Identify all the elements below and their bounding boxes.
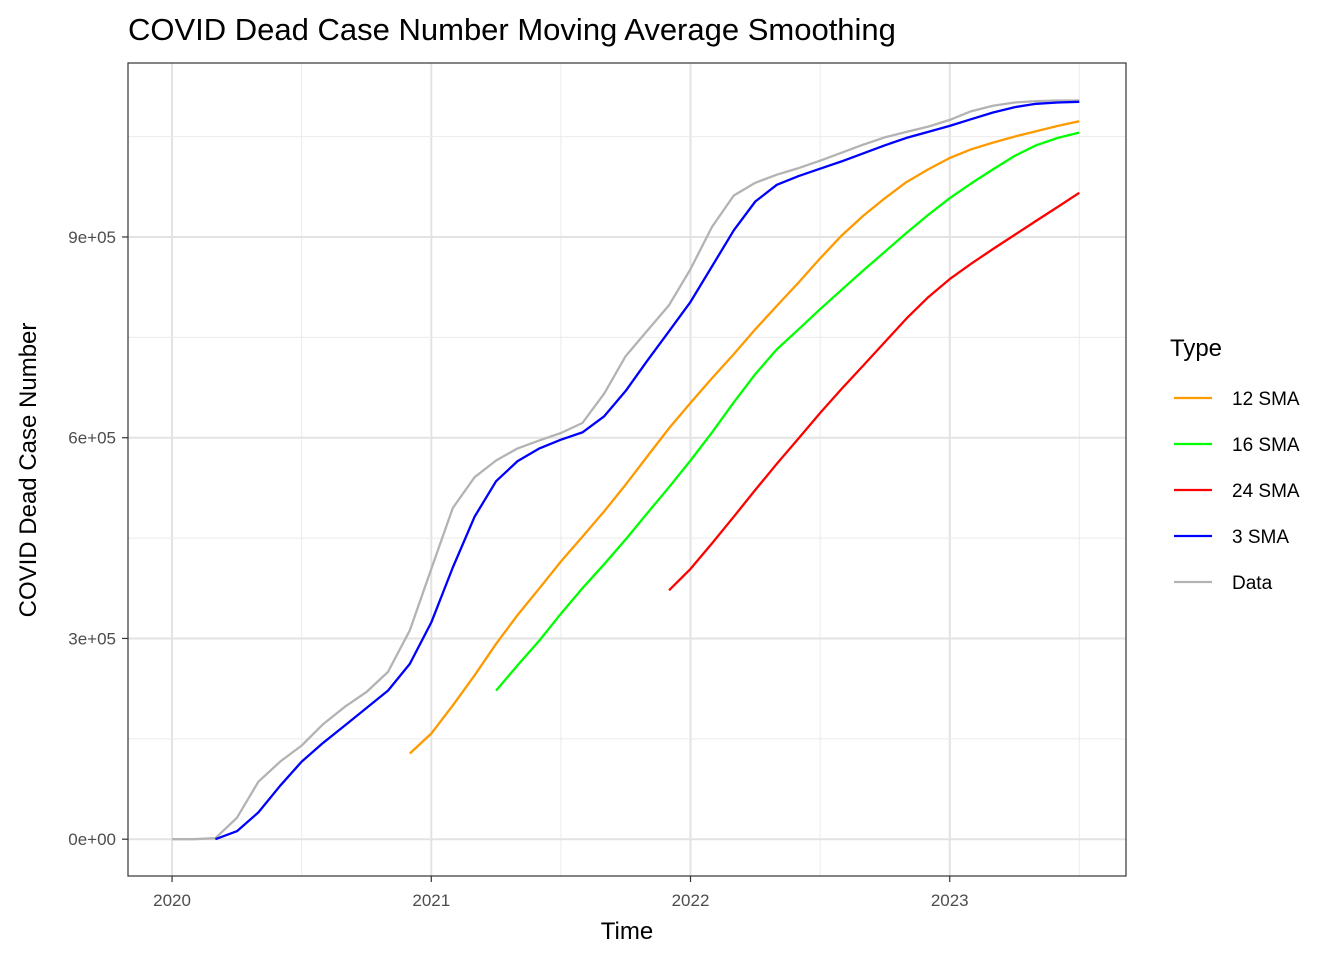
x-axis-ticks: 2020 2021 2022 2023 (153, 876, 969, 910)
series-lines (172, 99, 1080, 841)
grid-lines (128, 63, 1126, 876)
legend-item: 3 SMA (1174, 527, 1289, 548)
legend-label: 24 SMA (1232, 481, 1300, 502)
legend: 12 SMA 16 SMA 24 SMA 3 SMA Data (1174, 389, 1300, 594)
x-tick-label: 2021 (412, 891, 450, 910)
x-tick-label: 2022 (672, 891, 710, 910)
legend-label: 12 SMA (1232, 389, 1300, 410)
y-tick-label: 3e+05 (68, 629, 116, 648)
series-line-16-sma (495, 131, 1080, 692)
legend-title: Type (1170, 335, 1222, 362)
y-axis-ticks: 0e+00 3e+05 6e+05 9e+05 (68, 228, 128, 849)
x-tick-label: 2023 (931, 891, 969, 910)
y-axis-title: COVID Dead Case Number (15, 323, 42, 618)
series-line-3-sma (214, 100, 1080, 841)
legend-item: 12 SMA (1174, 389, 1300, 410)
series-line-12-sma (409, 120, 1080, 755)
legend-label: 3 SMA (1232, 527, 1289, 548)
legend-item: Data (1174, 573, 1273, 594)
legend-label: 16 SMA (1232, 435, 1300, 456)
series-line-24-sma (668, 191, 1080, 592)
y-tick-label: 6e+05 (68, 429, 116, 448)
plot-panel-border (127, 62, 1127, 877)
y-tick-label: 9e+05 (68, 228, 116, 247)
y-tick-label: 0e+00 (68, 830, 116, 849)
series-line-data (172, 99, 1080, 841)
legend-item: 16 SMA (1174, 435, 1300, 456)
legend-label: Data (1232, 573, 1273, 594)
legend-item: 24 SMA (1174, 481, 1300, 502)
x-axis-title: Time (601, 918, 653, 945)
x-tick-label: 2020 (153, 891, 191, 910)
chart-title: COVID Dead Case Number Moving Average Sm… (128, 12, 896, 47)
